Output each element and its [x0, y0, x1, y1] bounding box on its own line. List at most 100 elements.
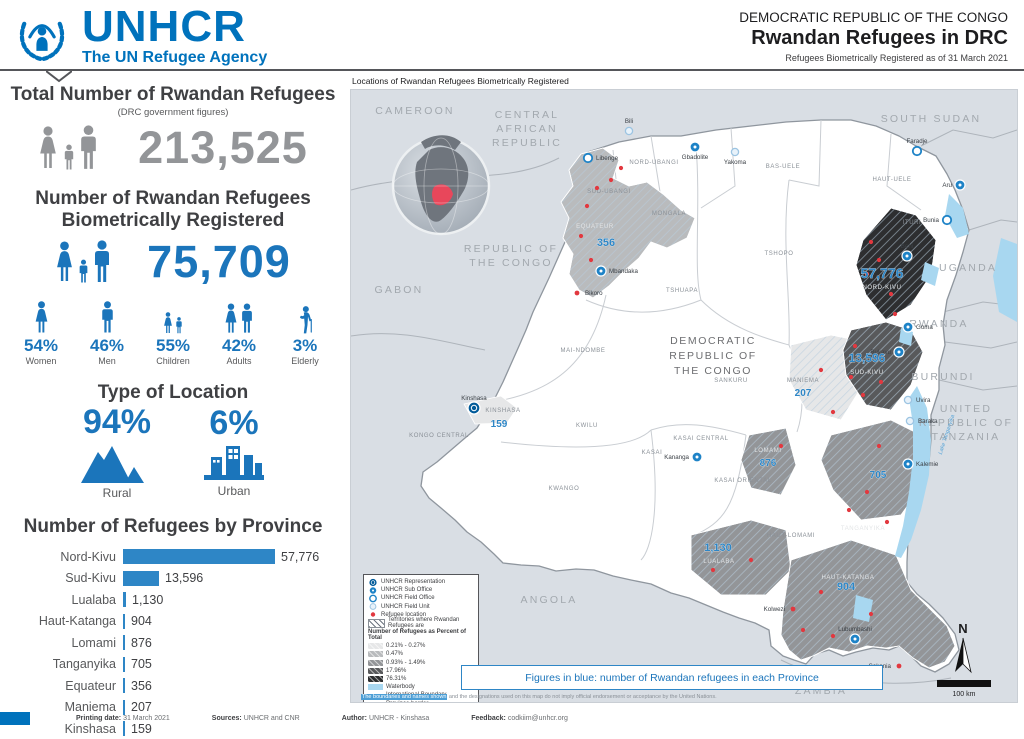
chart-category: Lomami [71, 635, 116, 650]
country-label: UNITED [940, 403, 992, 415]
demographic-women: 54% Women [15, 296, 67, 366]
chart-value: 705 [131, 657, 152, 672]
man-icon [81, 296, 133, 334]
map-note: Figures in blue: number of Rwandan refug… [461, 665, 883, 690]
chart-row: Sud-Kivu 13,596 [12, 567, 346, 589]
country-label: RWANDA [909, 318, 968, 330]
province-label: KWANGO [549, 486, 580, 492]
city-marker-sub [906, 462, 910, 466]
bio-value: 75,709 [147, 235, 291, 287]
refugee-location-dot [852, 343, 858, 349]
chart-value: 13,596 [165, 571, 204, 586]
city-label: Kananga [664, 454, 689, 461]
chart-value: 876 [131, 635, 152, 650]
legend-item: UNHCR Field Unit [368, 603, 474, 611]
printing-date: Printing date: 31 March 2021 [76, 715, 170, 722]
refugee-location-dot [846, 507, 852, 513]
buildings-icon [204, 446, 264, 481]
map-section: Locations of Rwandan Refugees Biometrica… [346, 76, 1018, 706]
city-marker-rep [467, 401, 481, 415]
refugee-location-dot [830, 409, 836, 415]
city-label: Kinshasa [461, 395, 487, 402]
province-refugee-count: 159 [491, 419, 508, 430]
country-label: REPUBLIC [492, 137, 562, 149]
drc-label: DEMOCRATIC [670, 335, 756, 347]
demographic-pct: 42% [221, 335, 257, 355]
refugee-location-dot [830, 633, 836, 639]
bio-heading-2: Biometrically Registered [61, 209, 285, 231]
chart-row: Equateur 356 [12, 675, 346, 697]
demographic-pct: 54% [23, 335, 59, 355]
demographic-label: Adults [226, 355, 252, 366]
city-marker-rep [470, 404, 478, 412]
city-label: Kolwezi [764, 606, 785, 613]
lakes [853, 194, 1017, 622]
refugee-location-dot [864, 489, 870, 495]
legend-item: 0.93% - 1.49% [368, 659, 474, 667]
chart-row: Maniema 207 [12, 696, 346, 718]
chart-bar [123, 721, 125, 737]
city-label: Beni [901, 243, 913, 250]
demographic-adults: 42% Adults [213, 296, 265, 366]
province-label: KWILU [576, 423, 598, 429]
chart-value: 1,130 [132, 592, 164, 607]
scale-label: 100 km [953, 691, 976, 698]
total-heading: Total Number of Rwandan Refugees [10, 84, 336, 105]
province-label: ITURI [903, 220, 922, 226]
city-marker-sub [695, 455, 699, 459]
legend-item: UNHCR Representation [368, 577, 474, 587]
chart-category: Equateur [65, 678, 116, 693]
rural-label: Rural [102, 486, 132, 501]
refugee-location-dot [608, 177, 614, 183]
country-label: ANGOLA [521, 594, 578, 606]
legend-item: Territories where Rwandan Refugees are [368, 617, 474, 629]
legend-item: Waterbody [368, 683, 474, 691]
province-refugee-count: 876 [760, 458, 777, 469]
city-marker-field [941, 214, 953, 226]
urban-block: 6% [203, 405, 265, 500]
province-refugee-count: 57,776 [861, 265, 904, 281]
demographic-label: Elderly [291, 355, 319, 366]
demographic-pct: 55% [155, 335, 191, 355]
header-country: DEMOCRATIC REPUBLIC OF THE CONGO [739, 10, 1008, 25]
city-label: Gbadolite [682, 154, 709, 161]
location-heading: Type of Location [97, 381, 249, 403]
chart-category: Haut-Katanga [38, 614, 116, 629]
country-label: THE CONGO [469, 257, 552, 269]
unhcr-logo: UNHCR The UN Refugee Agency [14, 5, 267, 67]
chart-category: Maniema [64, 700, 116, 715]
demographic-pct: 3% [292, 335, 318, 355]
country-label: CAMEROON [375, 105, 454, 117]
urban-stack: 6% [203, 405, 265, 481]
city-label: Bili [625, 118, 633, 125]
rural-block: 94% Rural [81, 405, 153, 500]
chart-bar [123, 699, 125, 715]
province-label: NORD-KIVU [862, 285, 901, 291]
city-label: Aru [942, 182, 952, 189]
city-marker-sub [599, 269, 603, 273]
chart-category: Nord-Kivu [60, 549, 116, 564]
city-label: Libenge [596, 155, 619, 162]
refugee-location-dot [892, 311, 898, 317]
disclaimer-text: and the designations used on this map do… [447, 694, 717, 700]
chart-value: 159 [131, 721, 152, 736]
chart-bar [123, 570, 159, 586]
chart-row: Haut-Katanga 904 [12, 610, 346, 632]
chart-row: Lualaba 1,130 [12, 589, 346, 611]
province-refugee-count: 356 [597, 237, 615, 249]
province-label: TSHOPO [765, 251, 794, 257]
map-disclaimer: The boundaries and names shown and the d… [361, 694, 717, 700]
urban-pct: 6% [209, 403, 259, 442]
legend-item: Province border [368, 699, 474, 702]
city-marker-unit [624, 126, 634, 136]
province-label: MONGALA [652, 211, 686, 217]
legend-item: 76.31% [368, 675, 474, 683]
refugee-location-dot [818, 589, 824, 595]
city-marker-sub [905, 254, 909, 258]
refugee-location-dot [864, 271, 870, 277]
footer-accent-bar [0, 712, 30, 725]
refugee-location-dot [868, 239, 874, 245]
north-arrow-icon: N [955, 621, 972, 674]
city-label: Baraka [918, 418, 938, 425]
